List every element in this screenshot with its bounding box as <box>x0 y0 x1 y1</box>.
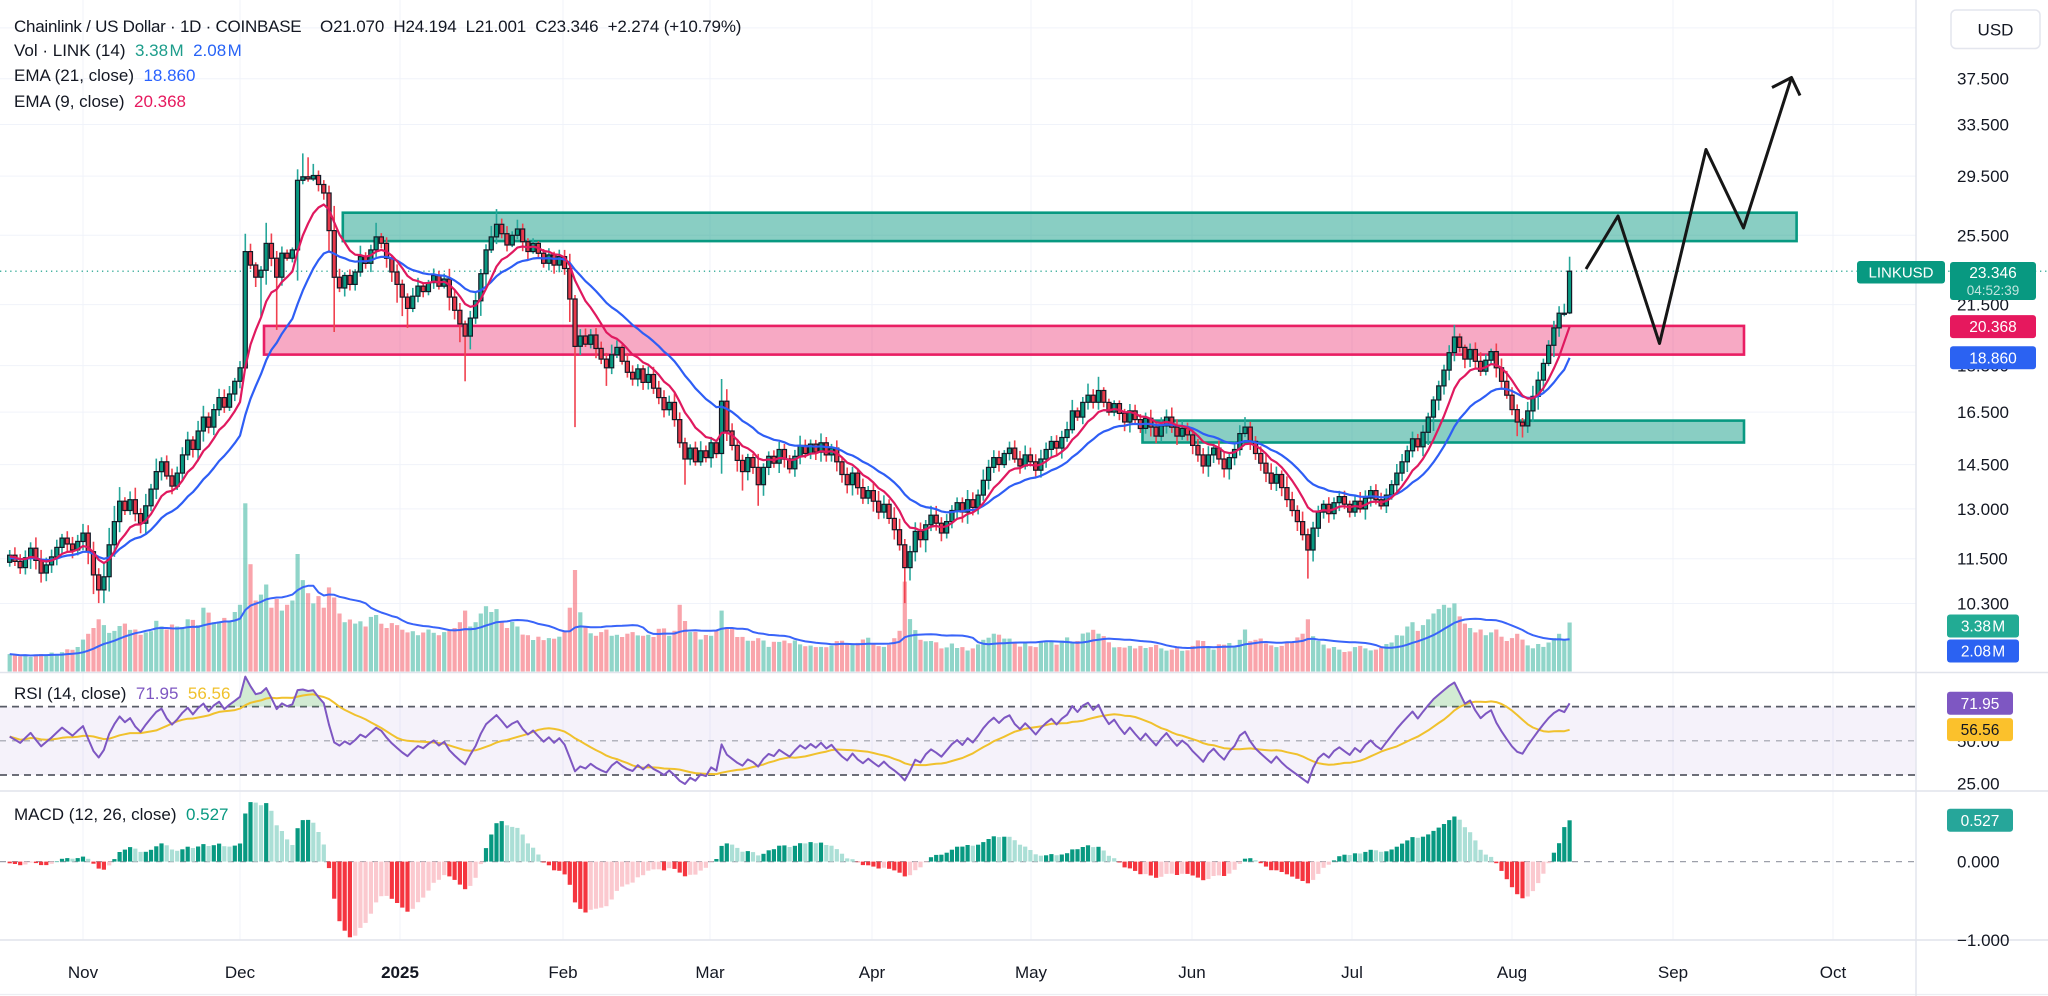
svg-text:O21.070 H24.194 L21.001 C23: O21.070 H24.194 L21.001 C23.346 +2.274 (… <box>320 17 741 36</box>
svg-text:RSI (14, close) 71.95 56.56: RSI (14, close) 71.95 56.56 <box>14 684 230 703</box>
svg-text:23.346: 23.346 <box>1969 265 2016 282</box>
svg-text:16.500: 16.500 <box>1957 403 2009 422</box>
svg-text:Feb: Feb <box>548 963 577 982</box>
svg-text:Dec: Dec <box>225 963 256 982</box>
svg-text:2025: 2025 <box>381 963 419 982</box>
svg-text:Chainlink / US Dollar · 1D · C: Chainlink / US Dollar · 1D · COINBASE <box>14 17 301 36</box>
svg-text:Apr: Apr <box>859 963 886 982</box>
svg-text:MACD (12, 26, close) 0.527: MACD (12, 26, close) 0.527 <box>14 805 229 824</box>
svg-text:0.527: 0.527 <box>1961 813 2000 830</box>
svg-text:LINKUSD: LINKUSD <box>1868 265 1933 282</box>
svg-text:37.500: 37.500 <box>1957 70 2009 89</box>
svg-text:25.500: 25.500 <box>1957 226 2009 245</box>
svg-text:Oct: Oct <box>1820 963 1847 982</box>
svg-text:May: May <box>1015 963 1048 982</box>
svg-text:33.500: 33.500 <box>1957 116 2009 135</box>
svg-text:21.500: 21.500 <box>1957 296 2009 315</box>
svg-text:Aug: Aug <box>1497 963 1527 982</box>
svg-text:Jul: Jul <box>1341 963 1363 982</box>
svg-text:04:52:39: 04:52:39 <box>1967 283 2020 298</box>
svg-text:Vol · LINK (14) 3.38 M 2.08: Vol · LINK (14) 3.38 M 2.08 M <box>14 41 242 60</box>
svg-text:0.000: 0.000 <box>1957 853 2000 872</box>
svg-text:2.08 M: 2.08 M <box>1961 644 2005 661</box>
svg-text:56.56: 56.56 <box>1961 722 2000 739</box>
svg-text:USD: USD <box>1978 21 2014 40</box>
svg-text:Sep: Sep <box>1658 963 1688 982</box>
svg-text:Jun: Jun <box>1178 963 1205 982</box>
svg-text:11.500: 11.500 <box>1957 550 2008 569</box>
svg-text:EMA (21, close) 18.860: EMA (21, close) 18.860 <box>14 66 195 85</box>
svg-text:13.000: 13.000 <box>1957 500 2009 519</box>
svg-text:EMA (9, close) 20.368: EMA (9, close) 20.368 <box>14 92 186 111</box>
svg-text:20.368: 20.368 <box>1969 319 2016 336</box>
svg-text:71.95: 71.95 <box>1961 696 2000 713</box>
svg-text:10.300: 10.300 <box>1957 595 2009 614</box>
svg-text:14.500: 14.500 <box>1957 456 2009 475</box>
svg-text:25.00: 25.00 <box>1957 775 2000 794</box>
svg-text:29.500: 29.500 <box>1957 167 2009 186</box>
svg-text:Nov: Nov <box>68 963 99 982</box>
svg-text:−1.000: −1.000 <box>1957 931 2009 950</box>
svg-text:18.860: 18.860 <box>1969 350 2017 367</box>
svg-text:Mar: Mar <box>695 963 725 982</box>
svg-text:3.38 M: 3.38 M <box>1961 619 2005 636</box>
